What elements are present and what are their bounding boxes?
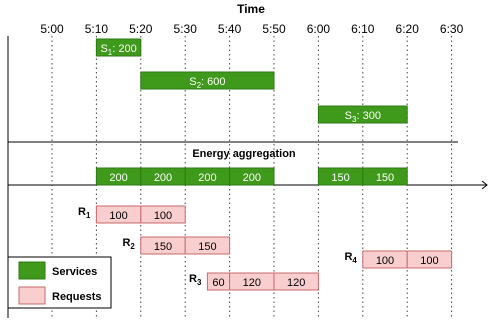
legend-requests-swatch — [18, 286, 46, 305]
request-label-base: R — [78, 206, 86, 218]
energy-aggregation-lane: Energy aggregation 200 200 200 200 150 150 — [95, 148, 408, 186]
request-cell-value: 100 — [376, 255, 394, 267]
request-label-sub: 2 — [130, 242, 135, 251]
aggregation-cell-value: 150 — [331, 172, 349, 184]
time-tick-label: 6:30 — [440, 22, 464, 36]
legend: Services Requests — [7, 256, 112, 309]
service-label-base: S — [189, 76, 196, 88]
request-label: R1 — [78, 206, 91, 220]
time-tick-label: 5:20 — [129, 22, 153, 36]
service-label-sep: : — [356, 110, 362, 122]
service-label-value: 600 — [207, 76, 225, 88]
service-label: S1: 200 — [100, 43, 136, 57]
service-label-base: S — [100, 43, 107, 55]
request-cell — [273, 272, 319, 291]
request-label: R4 — [344, 251, 357, 265]
time-tick-label: 5:50 — [262, 22, 286, 36]
service-label-sub: 3 — [352, 115, 357, 124]
legend-requests-label: Requests — [52, 291, 102, 303]
time-arrow-head — [481, 180, 488, 190]
request-cell-value: 100 — [109, 210, 127, 222]
legend-services-label: Services — [52, 266, 97, 278]
time-axis-title: Time — [237, 2, 265, 16]
request-cell — [140, 205, 186, 224]
time-tick-label: 5:40 — [218, 22, 242, 36]
time-tick-label: 5:10 — [85, 22, 109, 36]
request-label-sub: 1 — [86, 211, 91, 220]
request-cell — [184, 236, 231, 255]
request-label-sub: 3 — [197, 278, 202, 287]
request-cell — [406, 250, 453, 269]
request-cell-value: 150 — [154, 241, 172, 253]
request-label-base: R — [189, 273, 197, 285]
service-label-sep: : — [112, 43, 118, 55]
aggregation-cell-value: 200 — [109, 172, 127, 184]
legend-services-swatch — [18, 261, 46, 280]
request-cell-value: 100 — [420, 255, 438, 267]
aggregation-cell-value: 200 — [198, 172, 216, 184]
time-tick-label: 6:20 — [396, 22, 420, 36]
time-tick-label: 5:00 — [40, 22, 64, 36]
request-cell-value: 150 — [198, 241, 216, 253]
request-label: R2 — [122, 237, 135, 251]
service-label-sub: 2 — [197, 81, 202, 90]
aggregation-cell-value: 150 — [376, 172, 394, 184]
aggregation-cell — [229, 167, 275, 186]
request-label-base: R — [344, 251, 352, 263]
request-cell-value: 60 — [212, 277, 224, 289]
service-label-base: S — [345, 110, 352, 122]
time-ticks: 5:00 5:10 5:20 5:30 5:40 5:50 6:00 6:10 6:20 6:30 — [40, 22, 463, 36]
service-label: S3: 300 — [345, 110, 381, 124]
service-label-value: 300 — [363, 110, 381, 122]
service-label-sep: : — [201, 76, 207, 88]
energy-aggregation-label: Energy aggregation — [192, 148, 296, 160]
time-tick-label: 5:30 — [174, 22, 198, 36]
service-label-sub: 1 — [108, 48, 113, 57]
request-cell-value: 120 — [243, 277, 261, 289]
request-label: R3 — [189, 273, 202, 287]
request-cell-value: 100 — [154, 210, 172, 222]
service-label: S2: 600 — [189, 76, 225, 90]
request-cell-value: 120 — [287, 277, 305, 289]
aggregation-cell — [362, 167, 408, 186]
request-label-sub: 4 — [352, 256, 357, 265]
time-tick-label: 6:10 — [351, 22, 375, 36]
time-tick-label: 6:00 — [307, 22, 331, 36]
aggregation-cell-value: 200 — [154, 172, 172, 184]
service-bar — [95, 38, 142, 57]
aggregation-cell-value: 200 — [243, 172, 261, 184]
request-label-base: R — [122, 237, 130, 249]
service-label-value: 200 — [118, 43, 136, 55]
service-bar — [140, 71, 275, 90]
service-bar — [317, 105, 408, 124]
